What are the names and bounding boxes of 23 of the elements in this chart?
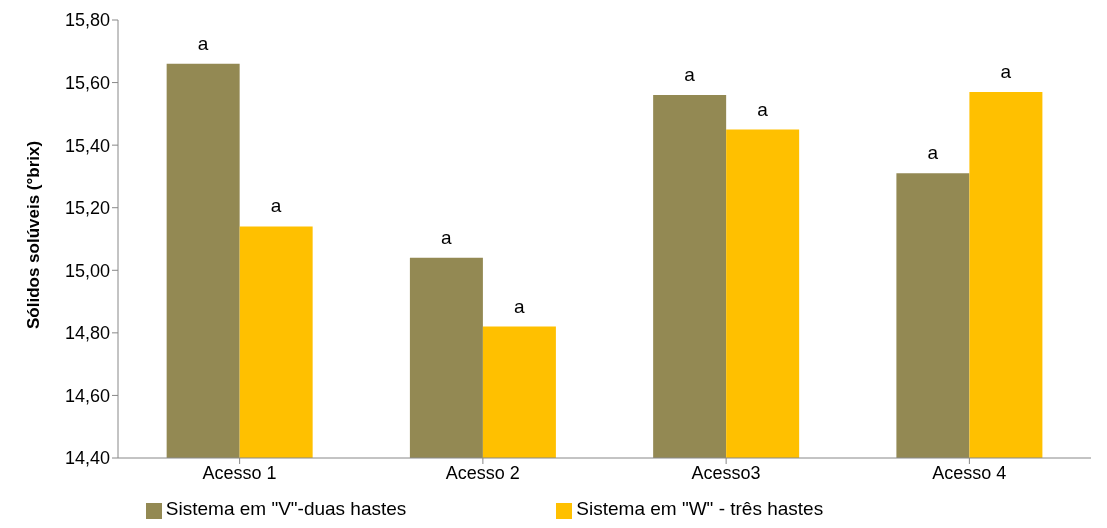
y-tick-label: 15,00	[64, 260, 110, 281]
x-tick-label: Acesso 4	[932, 462, 1007, 483]
data-label: a	[441, 226, 453, 248]
data-label: a	[270, 195, 282, 217]
y-tick-label: 14,60	[64, 385, 110, 406]
data-label: a	[1000, 60, 1012, 82]
y-tick-label: 15,80	[64, 10, 110, 31]
y-tick-label: 15,40	[64, 135, 110, 156]
x-tick-label: Acesso 2	[445, 462, 520, 483]
x-tick-label: Acesso 1	[202, 462, 277, 483]
y-tick-label: 15,60	[64, 72, 110, 93]
data-label: a	[927, 142, 939, 164]
legend-label: Sistema em "W" - três hastes	[576, 498, 824, 519]
legend-label: Sistema em "V"-duas hastes	[165, 498, 407, 519]
y-tick-label: 15,20	[64, 198, 110, 219]
data-label: a	[684, 64, 696, 86]
data-label: a	[757, 98, 769, 120]
data-label: a	[197, 32, 209, 54]
y-axis-title: Sólidos solúveis (°brix)	[24, 140, 44, 329]
y-tick-label: 14,40	[64, 448, 110, 469]
x-tick-label: Acesso3	[691, 462, 761, 483]
y-tick-label: 14,80	[64, 323, 110, 344]
data-label: a	[514, 295, 526, 317]
